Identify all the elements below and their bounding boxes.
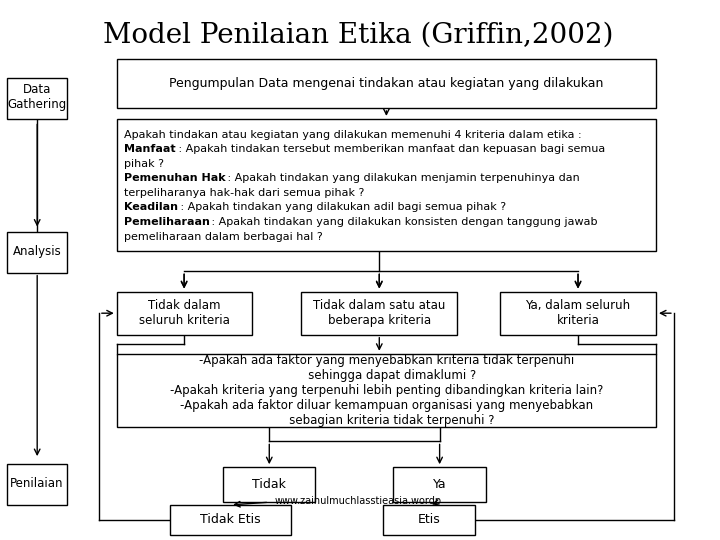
Text: : Apakah tindakan yang dilakukan konsisten dengan tanggung jawab: : Apakah tindakan yang dilakukan konsist… xyxy=(208,217,598,227)
FancyBboxPatch shape xyxy=(6,464,67,505)
FancyBboxPatch shape xyxy=(301,292,457,335)
Text: Tidak Etis: Tidak Etis xyxy=(200,513,261,526)
Text: -Apakah ada faktor yang menyebabkan kriteria tidak terpenuhi
   sehingga dapat d: -Apakah ada faktor yang menyebabkan krit… xyxy=(170,354,603,427)
FancyBboxPatch shape xyxy=(383,505,475,535)
FancyBboxPatch shape xyxy=(117,59,656,108)
Text: Pengumpulan Data mengenai tindakan atau kegiatan yang dilakukan: Pengumpulan Data mengenai tindakan atau … xyxy=(169,77,603,90)
Text: Manfaat: Manfaat xyxy=(124,144,176,154)
FancyBboxPatch shape xyxy=(117,292,251,335)
Text: Tidak dalam
seluruh kriteria: Tidak dalam seluruh kriteria xyxy=(139,299,230,327)
Text: Data
Gathering: Data Gathering xyxy=(7,83,66,111)
FancyBboxPatch shape xyxy=(117,354,656,427)
Text: Keadilan: Keadilan xyxy=(124,202,178,213)
Text: www.zainulmuchlasstieasia.wordp: www.zainulmuchlasstieasia.wordp xyxy=(274,496,441,506)
Text: Tidak dalam satu atau
beberapa kriteria: Tidak dalam satu atau beberapa kriteria xyxy=(313,299,446,327)
Text: terpeliharanya hak-hak dari semua pihak ?: terpeliharanya hak-hak dari semua pihak … xyxy=(124,188,364,198)
FancyBboxPatch shape xyxy=(170,505,291,535)
Text: Penilaian: Penilaian xyxy=(10,477,63,490)
Text: Tidak: Tidak xyxy=(252,478,287,491)
Text: Etis: Etis xyxy=(418,513,441,526)
Text: Pemeliharaan: Pemeliharaan xyxy=(124,217,210,227)
Text: Apakah tindakan atau kegiatan yang dilakukan memenuhi 4 kriteria dalam etika :: Apakah tindakan atau kegiatan yang dilak… xyxy=(124,130,582,140)
Text: Ya, dalam seluruh
kriteria: Ya, dalam seluruh kriteria xyxy=(526,299,631,327)
Text: Pemenuhan Hak: Pemenuhan Hak xyxy=(124,173,225,184)
FancyBboxPatch shape xyxy=(6,232,67,273)
Text: pemeliharaan dalam berbagai hal ?: pemeliharaan dalam berbagai hal ? xyxy=(124,232,323,242)
FancyBboxPatch shape xyxy=(223,467,315,502)
Text: Model Penilaian Etika (Griffin,2002): Model Penilaian Etika (Griffin,2002) xyxy=(103,22,613,49)
FancyBboxPatch shape xyxy=(117,119,656,251)
Text: Ya: Ya xyxy=(433,478,446,491)
Text: Analysis: Analysis xyxy=(12,245,61,258)
Text: : Apakah tindakan tersebut memberikan manfaat dan kepuasan bagi semua: : Apakah tindakan tersebut memberikan ma… xyxy=(175,144,605,154)
Text: : Apakah tindakan yang dilakukan menjamin terpenuhinya dan: : Apakah tindakan yang dilakukan menjami… xyxy=(224,173,580,184)
FancyBboxPatch shape xyxy=(500,292,656,335)
FancyBboxPatch shape xyxy=(6,78,67,119)
FancyBboxPatch shape xyxy=(394,467,486,502)
Text: pihak ?: pihak ? xyxy=(124,159,163,169)
Text: : Apakah tindakan yang dilakukan adil bagi semua pihak ?: : Apakah tindakan yang dilakukan adil ba… xyxy=(177,202,506,213)
